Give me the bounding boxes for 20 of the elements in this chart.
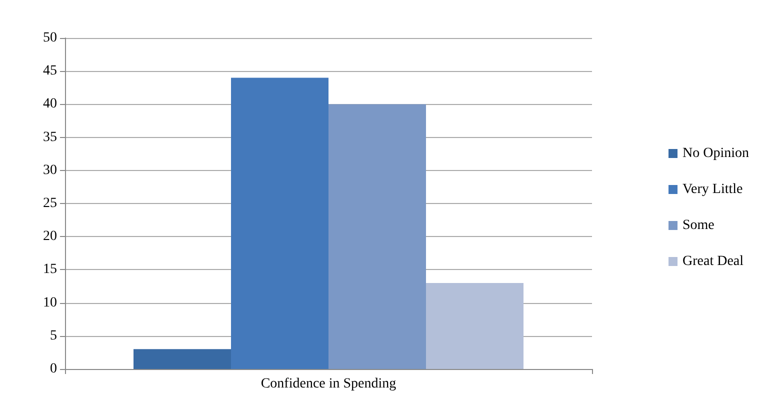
legend-label: Great Deal <box>682 254 744 269</box>
legend-label: Very Little <box>682 182 743 197</box>
x-tick-label: Confidence in Spending <box>260 376 396 392</box>
y-tick-label: 35 <box>43 130 57 145</box>
y-tick-label: 10 <box>43 295 57 310</box>
bar <box>231 78 328 369</box>
legend-label: No Opinion <box>682 146 749 161</box>
y-tick-label: 25 <box>43 196 57 211</box>
y-tick-label: 5 <box>50 328 57 344</box>
bar <box>328 104 426 369</box>
bar <box>134 349 232 369</box>
y-tick-label: 15 <box>43 262 57 278</box>
y-tick-label: 40 <box>43 96 57 112</box>
y-tick-label: 20 <box>43 229 57 244</box>
legend-label: Some <box>682 218 714 233</box>
y-tick-label: 45 <box>43 64 57 79</box>
bar <box>426 282 524 369</box>
y-tick-label: 30 <box>43 162 57 178</box>
y-tick-label: 0 <box>50 362 57 376</box>
y-tick-label: 50 <box>43 30 57 46</box>
